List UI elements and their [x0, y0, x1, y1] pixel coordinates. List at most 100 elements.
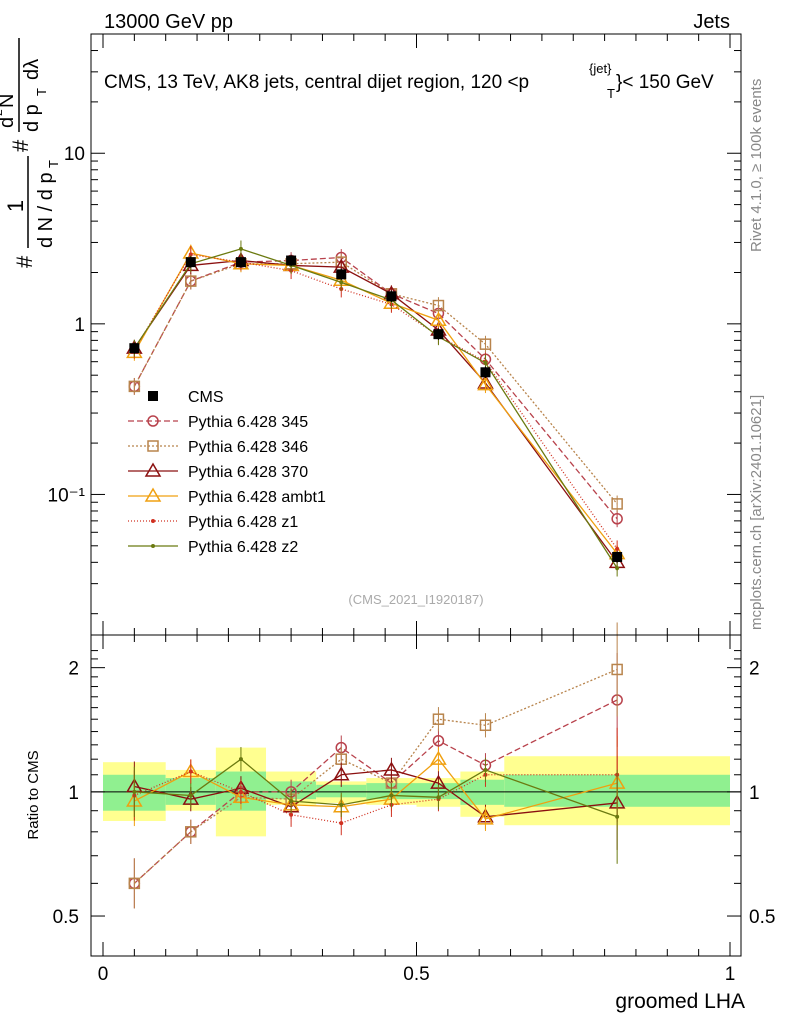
title-sub: T: [607, 86, 615, 101]
series-data: [129, 254, 623, 563]
title-sup: {jet}: [589, 61, 612, 76]
ylabel-dlambda: dλ: [21, 59, 43, 80]
main-series-group: [126, 240, 626, 577]
watermark: (CMS_2021_I1920187): [348, 592, 483, 607]
mcplots-label: mcplots.cern.ch [arXiv:2401.10621]: [748, 395, 765, 630]
data-point: [185, 257, 196, 268]
legend-item-p346: Pythia 6.428 346: [128, 439, 308, 456]
ratio-point-p346: [611, 663, 623, 676]
ratio-point-ambt1: [430, 750, 447, 765]
ratio-point-z1: [188, 769, 193, 774]
ratio-line-z1: [134, 770, 618, 824]
ratio-tick-label: 2: [68, 659, 79, 680]
ratio-point-z1: [289, 812, 294, 817]
ratio-point-p370: [332, 766, 350, 781]
ratio-series-group: [126, 622, 626, 909]
x-tick-label: 0.5: [403, 964, 429, 985]
point-p346: [432, 299, 445, 312]
point-p346: [611, 498, 623, 510]
legend-item-data: CMS: [148, 389, 224, 406]
ylabel-sq: 2: [0, 109, 5, 116]
title-main: CMS, 13 TeV, AK8 jets, central dijet reg…: [104, 72, 529, 93]
plot-title: CMS, 13 TeV, AK8 jets, central dijet reg…: [104, 61, 714, 101]
legend-item-z2: Pythia 6.428 z2: [128, 539, 298, 556]
y-tick-label: 10⁻¹: [48, 485, 86, 506]
ratio-ylabel: Ratio to CMS: [25, 750, 42, 839]
legend-label: Pythia 6.428 370: [188, 464, 308, 481]
ratio-panel: 0.5 0.5 1 1 2 2 0 0.5 1 Ratio to CMS groomed LHA: [25, 622, 775, 1013]
ratio-point-z2: [289, 799, 294, 804]
rivet-label: Rivet 4.1.0, ≥ 100k events: [748, 79, 765, 252]
ratio-point-p346: [432, 713, 445, 725]
ratio-point-z2: [483, 767, 488, 772]
point-p346: [479, 338, 492, 350]
legend-label: Pythia 6.428 346: [188, 439, 308, 456]
legend-label: Pythia 6.428 z2: [188, 539, 298, 556]
legend: CMS Pythia 6.428 345 Pythia 6.428 346 Pythi…: [128, 389, 326, 556]
ylabel-hash2: #: [8, 139, 33, 152]
ratio-point-z2: [389, 793, 394, 798]
ratio-point-p346: [185, 826, 197, 838]
main-panel: 10⁻¹ 1 10 (CMS_2021_I1920187) CMS, 13 TeV,…: [0, 33, 742, 636]
ratio-tick-label-right: 2: [749, 659, 760, 680]
ylabel-n: N: [0, 94, 18, 108]
data-point: [286, 255, 297, 266]
ratio-point-z1: [339, 821, 344, 826]
y-tick-label: 10: [64, 144, 85, 165]
legend-item-p345: Pythia 6.428 345: [128, 414, 308, 431]
ratio-point-z1: [238, 789, 243, 794]
header-right: Jets: [693, 11, 730, 33]
ratio-point-p370: [383, 761, 400, 776]
data-point: [386, 291, 397, 302]
ylabel-dn-dpt: d N / d p: [35, 172, 57, 248]
data-point: [129, 343, 140, 354]
ylabel-dpt: d p: [21, 104, 43, 132]
main-ylabel: # 1 d N / d p T # d 2 N d p T dλ: [0, 38, 61, 268]
ratio-axis-ticks: 0.5 0.5 1 1 2 2 0 0.5 1: [53, 635, 775, 985]
legend-label: CMS: [188, 389, 224, 406]
point-p345: [611, 513, 623, 525]
point-z1: [188, 252, 193, 257]
data-point: [235, 257, 246, 268]
main-axis-ticks: 10⁻¹ 1 10: [48, 33, 741, 635]
point-ambt1: [430, 311, 447, 326]
point-ambt1: [477, 376, 494, 391]
ratio-point-z2: [615, 814, 620, 819]
legend-marker: [148, 391, 158, 401]
point-z2: [238, 246, 243, 251]
legend-item-z1: Pythia 6.428 z1: [128, 514, 298, 531]
ratio-point-ambt1: [477, 810, 494, 825]
point-z2: [483, 360, 488, 365]
ratio-point-z2: [188, 793, 193, 798]
ratio-series-z2: [132, 747, 620, 864]
legend-marker: [144, 487, 162, 502]
point-p346: [128, 380, 141, 393]
legend-marker: [151, 544, 155, 548]
point-z1: [615, 546, 620, 551]
ratio-tick-label: 1: [68, 783, 79, 804]
x-tick-label: 0: [98, 964, 109, 985]
legend-label: Pythia 6.428 z1: [188, 514, 298, 531]
legend-item-ambt1: Pythia 6.428 ambt1: [128, 487, 326, 506]
ylabel-hash1: #: [12, 255, 37, 268]
ylabel-d: d: [0, 117, 18, 128]
x-tick-label: 1: [725, 964, 736, 985]
data-point: [480, 367, 491, 378]
ratio-tick-label: 0.5: [53, 907, 79, 928]
ylabel-sub-t1: T: [46, 160, 61, 168]
ratio-point-p346: [479, 719, 492, 732]
ratio-point-p345: [432, 735, 445, 747]
ratio-point-z2: [339, 802, 344, 807]
title-end: }< 150 GeV: [616, 72, 714, 93]
ylabel-one: 1: [3, 200, 28, 212]
data-point: [433, 329, 444, 340]
ratio-point-z2: [238, 757, 243, 762]
legend-label: Pythia 6.428 345: [188, 414, 308, 431]
legend-marker: [151, 519, 155, 523]
band-inner: [316, 784, 367, 798]
legend-marker: [144, 462, 162, 477]
ratio-point-z2: [436, 795, 441, 800]
legend-marker: [147, 440, 159, 452]
point-p346: [185, 275, 197, 287]
